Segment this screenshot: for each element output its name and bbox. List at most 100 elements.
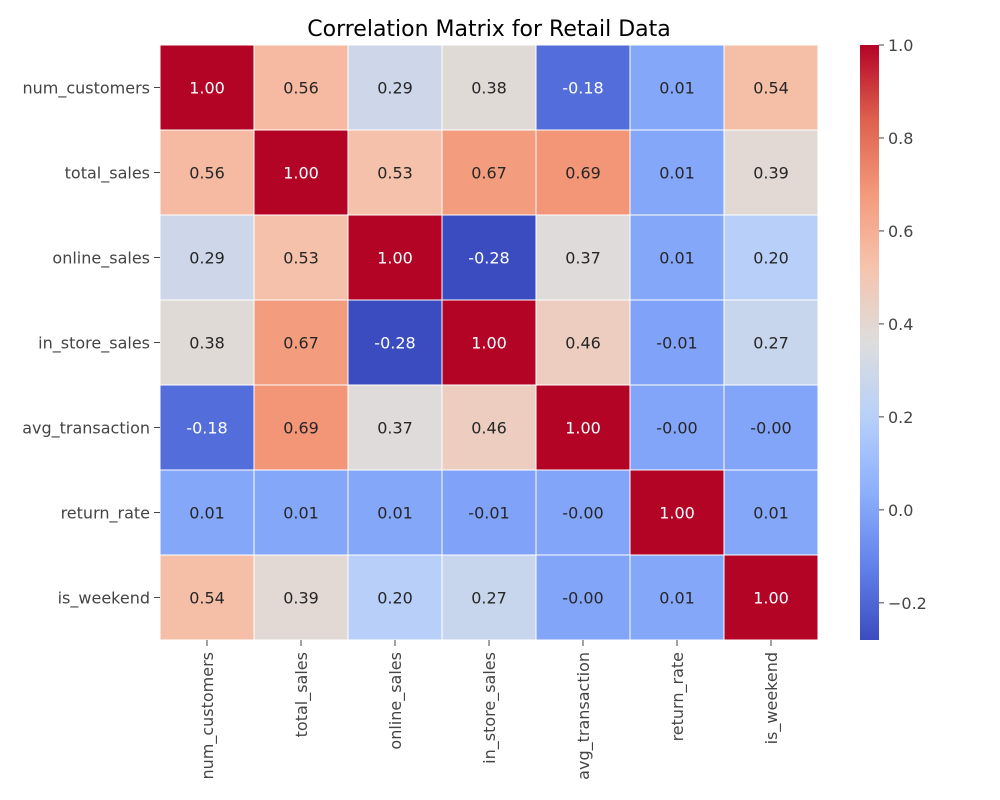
- heatmap-cell: [441, 299, 537, 386]
- cell-value-label: -0.00: [562, 504, 603, 523]
- heatmap-cell: [723, 554, 819, 641]
- cell-value-label: 1.00: [283, 164, 319, 183]
- heatmap-cell: [629, 299, 725, 386]
- heatmap-cell: [629, 214, 725, 301]
- cell-value-label: 0.69: [565, 164, 601, 183]
- heatmap-cell: [159, 299, 255, 386]
- heatmap-cell: [159, 554, 255, 641]
- colorbar-gradient: [860, 45, 879, 640]
- cell-value-label: -0.00: [750, 419, 791, 438]
- row-tick-label: avg_transaction: [22, 419, 150, 439]
- colorbar-tick-label: 0.8: [888, 129, 913, 148]
- heatmap-cell: [723, 469, 819, 556]
- heatmap-cell: [159, 214, 255, 301]
- heatmap-cell: [535, 469, 631, 556]
- colorbar-tick-label: −0.2: [888, 594, 927, 613]
- heatmap-cell: [253, 44, 349, 131]
- heatmap-cell: [159, 469, 255, 556]
- cell-value-label: 0.20: [753, 249, 789, 268]
- heatmap-cell: [535, 44, 631, 131]
- colorbar: −0.2 0.0 0.2 0.4 0.6 0.8 1.0: [860, 36, 927, 640]
- heatmap-cell: [629, 129, 725, 216]
- cell-value-label: 0.01: [753, 504, 789, 523]
- cell-value-label: -0.01: [468, 504, 509, 523]
- cell-value-label: 0.01: [659, 164, 695, 183]
- heatmap-cell: [159, 384, 255, 471]
- row-tick-label: is_weekend: [58, 589, 150, 609]
- cell-value-label: 0.53: [377, 164, 413, 183]
- cell-value-label: 0.01: [659, 249, 695, 268]
- heatmap-cell: [441, 214, 537, 301]
- column-tick-label: is_weekend: [762, 652, 782, 744]
- colorbar-tick-label: 0.0: [888, 501, 913, 520]
- cell-value-label: 0.01: [283, 504, 319, 523]
- cell-value-label: 1.00: [659, 504, 695, 523]
- cell-value-label: 0.39: [753, 164, 789, 183]
- row-tick-label: num_customers: [22, 79, 150, 99]
- heatmap-cell: [253, 469, 349, 556]
- cell-value-label: 0.01: [189, 504, 225, 523]
- colorbar-tick-label: 0.4: [888, 315, 913, 334]
- cell-value-label: 0.20: [377, 589, 413, 608]
- cell-value-label: 0.67: [471, 164, 507, 183]
- cell-value-label: -0.28: [468, 249, 509, 268]
- cell-value-label: 0.29: [189, 249, 225, 268]
- column-tick-labels: num_customers total_sales online_sales in_s…: [198, 640, 782, 780]
- cell-value-label: 0.39: [283, 589, 319, 608]
- column-tick-label: total_sales: [292, 652, 312, 737]
- heatmap-cell: [441, 44, 537, 131]
- cell-value-label: 0.01: [659, 79, 695, 98]
- cell-value-label: 0.01: [377, 504, 413, 523]
- colorbar-tick-label: 0.2: [888, 408, 913, 427]
- cell-value-label: -0.18: [562, 79, 603, 98]
- cell-value-label: 0.38: [189, 334, 225, 353]
- column-tick-label: num_customers: [198, 652, 218, 780]
- cell-value-label: 0.69: [283, 419, 319, 438]
- row-tick-label: total_sales: [65, 164, 150, 184]
- cell-value-label: 0.27: [753, 334, 789, 353]
- cell-value-label: 0.54: [753, 79, 789, 98]
- heatmap-cell: [629, 554, 725, 641]
- heatmap-cell: [347, 469, 443, 556]
- heatmap-cell: [347, 554, 443, 641]
- cell-value-label: 1.00: [565, 419, 601, 438]
- heatmap-cell: [441, 554, 537, 641]
- heatmap-cell: [535, 129, 631, 216]
- column-tick-label: online_sales: [386, 652, 406, 750]
- cell-value-label: 0.46: [471, 419, 507, 438]
- cell-value-label: -0.01: [656, 334, 697, 353]
- heatmap-cell: [347, 129, 443, 216]
- cell-value-label: -0.00: [562, 589, 603, 608]
- cell-value-label: 0.67: [283, 334, 319, 353]
- colorbar-tick-label: 0.6: [888, 222, 913, 241]
- cell-value-label: 0.38: [471, 79, 507, 98]
- heatmap-cell: [723, 299, 819, 386]
- heatmap-cell: [723, 214, 819, 301]
- heatmap-cell: [253, 299, 349, 386]
- cell-value-label: 0.46: [565, 334, 601, 353]
- cell-value-label: 0.54: [189, 589, 225, 608]
- row-tick-label: in_store_sales: [38, 334, 150, 354]
- heatmap-cell: [159, 44, 255, 131]
- cell-value-label: 0.56: [283, 79, 319, 98]
- row-tick-label: online_sales: [52, 249, 150, 269]
- cell-value-label: 0.53: [283, 249, 319, 268]
- heatmap-cell: [723, 384, 819, 471]
- heatmap-cell: [347, 214, 443, 301]
- column-tick-label: return_rate: [668, 652, 688, 741]
- cell-value-label: 0.37: [565, 249, 601, 268]
- cell-value-label: 0.27: [471, 589, 507, 608]
- cell-value-label: 0.56: [189, 164, 225, 183]
- heatmap-cell: [535, 554, 631, 641]
- heatmap-cell: [347, 384, 443, 471]
- cell-value-label: 1.00: [377, 249, 413, 268]
- cell-value-label: 1.00: [189, 79, 225, 98]
- cell-value-label: 0.01: [659, 589, 695, 608]
- colorbar-tick-label: 1.0: [888, 36, 913, 55]
- cell-value-label: 0.37: [377, 419, 413, 438]
- heatmap-cell: [535, 214, 631, 301]
- chart-title: Correlation Matrix for Retail Data: [307, 17, 671, 42]
- cell-value-label: 0.29: [377, 79, 413, 98]
